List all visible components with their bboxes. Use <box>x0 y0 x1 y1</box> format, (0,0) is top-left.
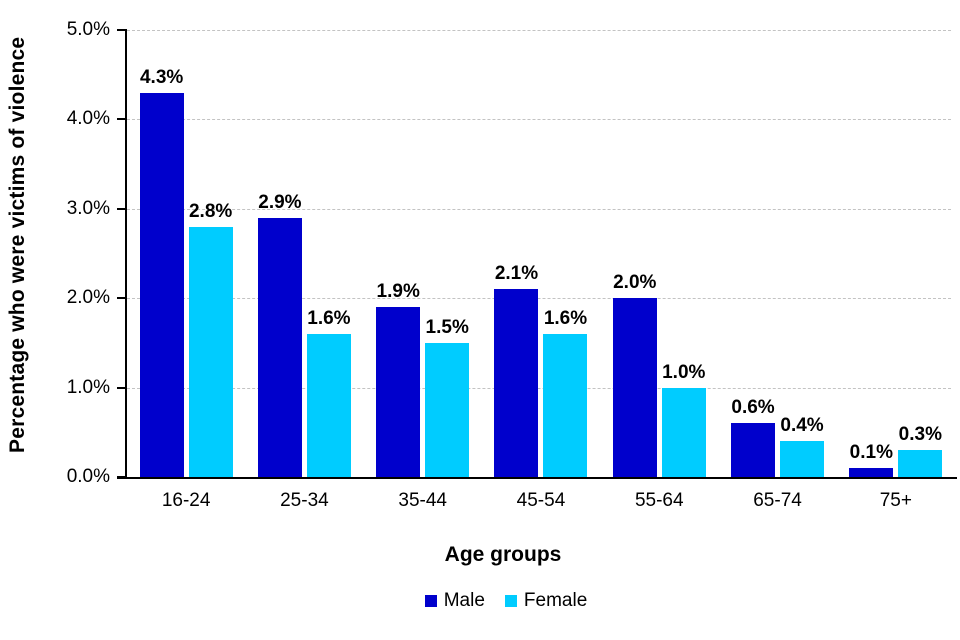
bar-value-label: 2.1% <box>494 263 539 285</box>
x-tick-label: 25-34 <box>280 490 329 511</box>
male-bar: 2.1% <box>494 264 539 477</box>
legend-item-female: Female <box>504 590 588 612</box>
female-bar: 0.3% <box>898 425 943 477</box>
bar-value-label: 1.6% <box>543 308 588 330</box>
bar-value-label: 1.6% <box>307 308 351 330</box>
female-bar: 1.0% <box>661 362 706 477</box>
female-swatch-icon <box>504 595 517 607</box>
y-axis-title: Percentage who were victims of violence <box>6 36 29 454</box>
female-bar: 0.4% <box>780 416 825 477</box>
bar-value-label: 2.9% <box>258 191 302 213</box>
bar-group: 4.3% 2.8% <box>127 30 245 477</box>
bar-value-label: 0.6% <box>731 397 775 419</box>
male-bar: 0.6% <box>731 398 776 477</box>
y-tick-label: 1.0% <box>66 376 110 398</box>
plot-area: 4.3% 2.8% 2.9% 1.6% 1.9% 1.5% 2.1% 1.6% 2.0% 1.0%… <box>117 30 957 479</box>
y-tick-mark <box>117 118 127 121</box>
bar-value-label: 1.0% <box>662 361 706 383</box>
female-bar: 2.8% <box>188 201 233 477</box>
y-tick-label: 0.0% <box>66 466 110 487</box>
bar-value-label: 1.9% <box>376 281 420 303</box>
bar-value-label: 2.8% <box>188 200 233 222</box>
bar-group: 2.9% 1.6% <box>245 30 363 477</box>
bar-value-label: 0.1% <box>849 442 893 464</box>
legend-label: Female <box>523 590 588 611</box>
x-tick-label: 75+ <box>879 490 912 511</box>
male-swatch-icon <box>424 595 437 607</box>
bar-value-label: 2.0% <box>613 272 657 294</box>
y-tick-mark <box>117 207 127 210</box>
x-tick-label: 16-24 <box>161 490 211 511</box>
x-axis-labels: 16-24 25-34 35-44 45-54 55-64 65-74 75+ <box>127 490 955 512</box>
gridline <box>127 298 951 300</box>
gridline <box>127 119 951 121</box>
female-bar: 1.6% <box>306 309 351 477</box>
x-axis-line <box>117 477 957 479</box>
legend: Male Female <box>26 590 960 612</box>
x-tick-label: 35-44 <box>398 490 447 511</box>
male-bar: 1.9% <box>376 282 421 477</box>
x-tick-label: 65-74 <box>753 490 802 511</box>
gridline <box>127 30 951 31</box>
gridline <box>127 387 951 389</box>
x-tick-label: 55-64 <box>634 490 684 511</box>
bar-group: 0.1% 0.3% <box>837 30 955 477</box>
legend-item-male: Male <box>424 590 485 612</box>
bar-value-label: 4.3% <box>139 66 184 88</box>
y-tick-mark <box>117 29 127 31</box>
bar-group: 0.6% 0.4% <box>718 30 836 477</box>
bar-value-label: 0.4% <box>780 415 824 437</box>
male-bar: 0.1% <box>849 443 894 477</box>
bar-group: 2.0% 1.0% <box>600 30 718 477</box>
x-tick-label: 45-54 <box>516 490 566 511</box>
female-bar: 1.5% <box>425 318 470 477</box>
y-axis-line <box>125 30 127 477</box>
bar-value-label: 1.5% <box>425 316 469 338</box>
y-tick-label: 4.0% <box>66 108 110 130</box>
bar-group: 2.1% 1.6% <box>482 30 600 477</box>
bar-group: 1.9% 1.5% <box>364 30 482 477</box>
bar-value-label: 0.3% <box>898 424 942 446</box>
y-tick-label: 3.0% <box>66 197 110 219</box>
y-tick-mark <box>117 297 127 300</box>
male-bar: 4.3% <box>139 67 184 477</box>
x-axis-title: Age groups <box>444 543 562 566</box>
gridline <box>127 208 951 210</box>
male-bar: 2.0% <box>612 273 657 477</box>
legend-label: Male <box>443 590 485 611</box>
y-tick-label: 2.0% <box>66 287 110 309</box>
y-tick-mark <box>117 386 127 389</box>
male-bar: 2.9% <box>257 192 302 477</box>
bar-groups: 4.3% 2.8% 2.9% 1.6% 1.9% 1.5% 2.1% 1.6% 2.0% 1.0%… <box>127 30 955 477</box>
y-tick-label: 5.0% <box>66 19 110 40</box>
female-bar: 1.6% <box>543 309 588 477</box>
